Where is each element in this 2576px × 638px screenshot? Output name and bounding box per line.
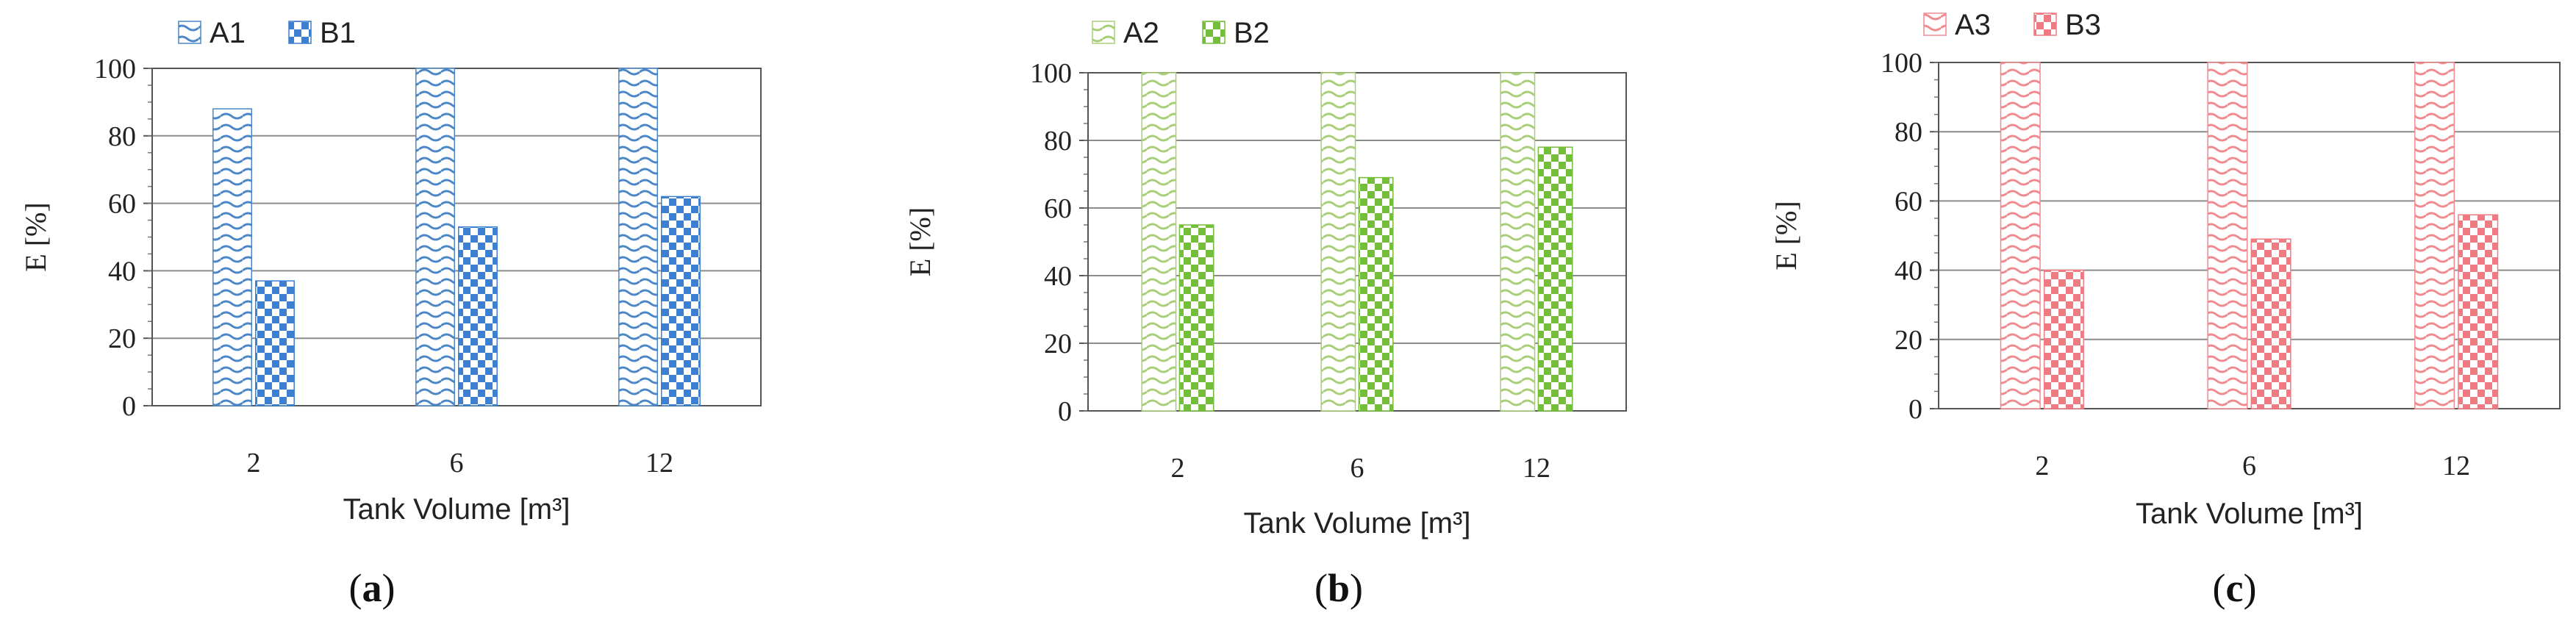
x-tick-label: 2	[2035, 451, 2049, 481]
bar-A2-2	[1141, 72, 1177, 412]
bar-B1-6	[458, 226, 498, 406]
bar-A3-2	[2000, 62, 2041, 409]
panel-label: (b)	[1314, 566, 1363, 610]
y-tick-label: 20	[1044, 329, 1072, 359]
plot-area-frame	[151, 68, 762, 406]
legend-label-A3: A3	[1955, 9, 1991, 41]
bar-B2-12	[1537, 146, 1573, 412]
y-tick-label: 0	[1058, 396, 1072, 427]
bar-B1-2	[255, 280, 295, 406]
y-axis-title: E [%]	[1770, 201, 1803, 270]
bar-A3-12	[2414, 62, 2455, 409]
y-tick-label: 20	[1895, 325, 1922, 356]
y-tick-label: 0	[1908, 394, 1922, 425]
legend-swatch-A3	[1923, 12, 1947, 36]
x-tick-label: 12	[1523, 453, 1550, 484]
bar-A1-6	[415, 68, 455, 406]
legend-swatch-B2	[1202, 21, 1226, 44]
y-tick-label: 20	[108, 323, 136, 354]
y-tick-label: 80	[1044, 126, 1072, 157]
y-axis-title: E [%]	[904, 207, 937, 276]
legend-swatch-B1	[288, 21, 312, 44]
y-tick-label: 40	[1895, 256, 1922, 287]
y-tick-label: 0	[122, 391, 136, 422]
x-tick-label: 2	[1171, 453, 1185, 484]
chart-panel-b: 0 20 40 60 80 100 2 6 12 Tank Volume [m³] E [%] A2 B…	[904, 17, 1627, 610]
legend-label-B3: B3	[2065, 9, 2101, 41]
y-tick-label: 80	[108, 121, 136, 152]
bar-A1-12	[618, 68, 658, 406]
bar-B3-12	[2458, 214, 2499, 409]
x-tick-label: 6	[1350, 453, 1364, 484]
y-tick-label: 80	[1895, 117, 1922, 148]
x-axis-title: Tank Volume [m³]	[1243, 507, 1470, 540]
x-axis-title: Tank Volume [m³]	[343, 493, 570, 526]
chart-panel-c: 0 20 40 60 80 100 2 6 12 Tank Volume [m³] E [%] A3 B…	[1770, 9, 2561, 610]
legend-label-B2: B2	[1234, 17, 1270, 49]
plot-area-frame	[1087, 72, 1627, 412]
y-tick-label: 100	[94, 54, 136, 85]
bar-A2-12	[1500, 72, 1536, 412]
y-tick-label: 60	[108, 189, 136, 220]
bar-B2-6	[1358, 176, 1394, 412]
y-tick-label: 100	[1881, 48, 1922, 79]
x-tick-label: 6	[450, 448, 464, 478]
bar-A1-2	[212, 108, 252, 406]
y-tick-label: 40	[108, 256, 136, 287]
plot-area-frame	[1938, 62, 2561, 409]
legend-label-B1: B1	[320, 17, 356, 49]
legend-swatch-A1	[178, 21, 201, 44]
bar-A3-6	[2207, 62, 2248, 409]
legend-label-A1: A1	[210, 17, 246, 49]
panel-label: (a)	[349, 566, 396, 610]
x-axis-title: Tank Volume [m³]	[2136, 498, 2363, 530]
legend-swatch-A2	[1092, 21, 1115, 44]
bar-B3-2	[2043, 269, 2084, 409]
legend-label-A2: A2	[1123, 17, 1159, 49]
bar-A2-6	[1320, 72, 1356, 412]
x-tick-label: 12	[645, 448, 673, 478]
chart-panel-a: 0 20 40 60 80 100 2 6 12 Tank Volume [m³] E [%] A1 B…	[19, 17, 762, 610]
y-tick-label: 100	[1030, 58, 1072, 89]
bar-B2-2	[1178, 224, 1214, 412]
x-tick-label: 6	[2242, 451, 2256, 481]
legend-swatch-B3	[2033, 12, 2057, 36]
bar-B3-6	[2250, 238, 2291, 409]
bar-B1-12	[661, 196, 701, 406]
y-tick-label: 60	[1895, 186, 1922, 217]
y-tick-label: 60	[1044, 193, 1072, 224]
y-axis-title: E [%]	[19, 202, 52, 271]
y-tick-label: 40	[1044, 261, 1072, 292]
x-tick-label: 2	[247, 448, 261, 478]
panel-label: (c)	[2213, 566, 2257, 610]
x-tick-label: 12	[2442, 451, 2470, 481]
